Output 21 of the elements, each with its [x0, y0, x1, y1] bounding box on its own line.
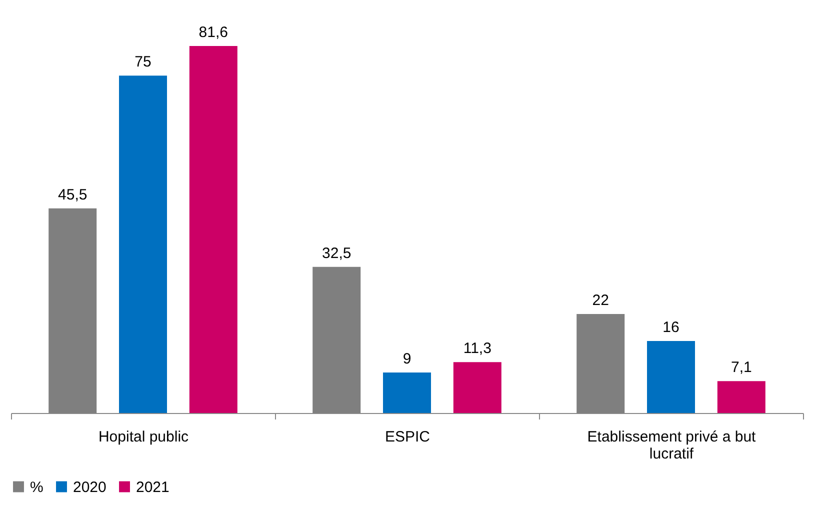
data-label: 16	[662, 319, 680, 336]
x-tick-label: ESPIC	[384, 428, 430, 446]
bar	[717, 381, 766, 413]
bar	[383, 372, 431, 413]
data-label: 32,5	[322, 244, 352, 262]
data-label: 75	[134, 54, 152, 71]
data-label: 81,6	[198, 24, 228, 41]
data-label: 11,3	[463, 340, 492, 358]
bar	[119, 76, 167, 413]
x-tick-label: Hopital public	[98, 428, 190, 446]
data-label: 22	[592, 292, 609, 310]
legend-label: 2021	[136, 478, 170, 496]
legend-label: %	[30, 478, 44, 496]
bar	[189, 46, 238, 413]
x-tick-label: Etablissement privé a but lucratif	[587, 428, 757, 462]
data-label: 9	[402, 350, 412, 368]
bar	[453, 362, 502, 413]
legend-label: 2020	[73, 478, 106, 496]
data-label: 45,5	[58, 186, 88, 204]
data-label: 7,1	[730, 359, 752, 376]
bar	[647, 341, 695, 413]
